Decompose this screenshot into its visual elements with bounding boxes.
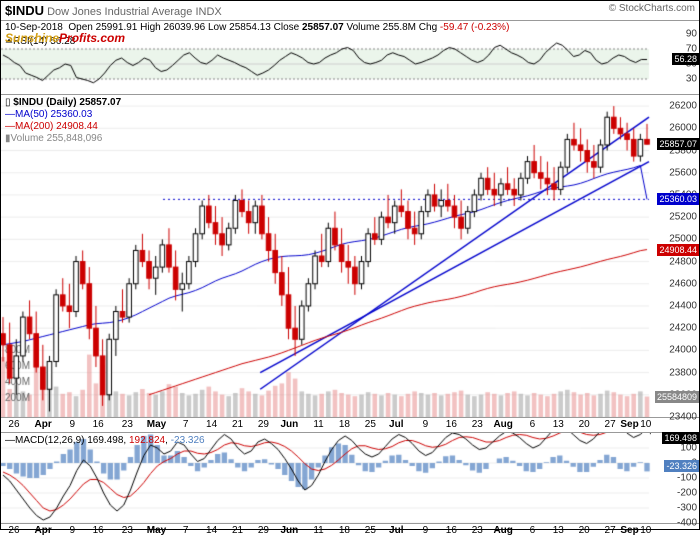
macd-legend: —MACD(12,26,9) 169.498, 192.824, -23.326	[5, 435, 205, 447]
price-panel: ▯ $INDU (Daily) 25857.07 —MA(50) 25360.0…	[1, 95, 699, 418]
watermark: SunshineProfits.com	[5, 31, 125, 45]
chart-header: $INDU Dow Jones Industrial Average INDX …	[1, 1, 699, 21]
source-label: © StockCharts.com	[609, 3, 695, 14]
symbol-name: Dow Jones Industrial Average INDX	[47, 6, 222, 18]
x-axis-top: 26Apr91623May7142129Jun111825Jul91623Aug…	[1, 418, 699, 433]
macd-y-axis: -400-300-200-1000100169.498-23.326	[651, 433, 699, 523]
price-legend: ▯ $INDU (Daily) 25857.07 —MA(50) 25360.0…	[5, 97, 121, 145]
macd-panel: —MACD(12,26,9) 169.498, 192.824, -23.326…	[1, 433, 699, 524]
rsi-y-axis: 3050709056.28	[651, 34, 699, 94]
volume-legend: ▮Volume 255,848,096	[5, 133, 121, 145]
symbol: $INDU	[5, 3, 44, 18]
x-axis-bottom: 26Apr91623May7142129Jun111825Jul91623Aug…	[1, 524, 699, 538]
ma200-legend: —MA(200) 24908.44	[5, 121, 121, 133]
stock-chart: $INDU Dow Jones Industrial Average INDX …	[0, 0, 700, 530]
ma50-legend: —MA(50) 25360.03	[5, 109, 121, 121]
price-y-axis: 2340023600238002400024200244002460024800…	[651, 95, 699, 417]
candle-icon: ▯	[5, 97, 11, 108]
change-value: -59.47 (-0.23%)	[440, 22, 509, 33]
